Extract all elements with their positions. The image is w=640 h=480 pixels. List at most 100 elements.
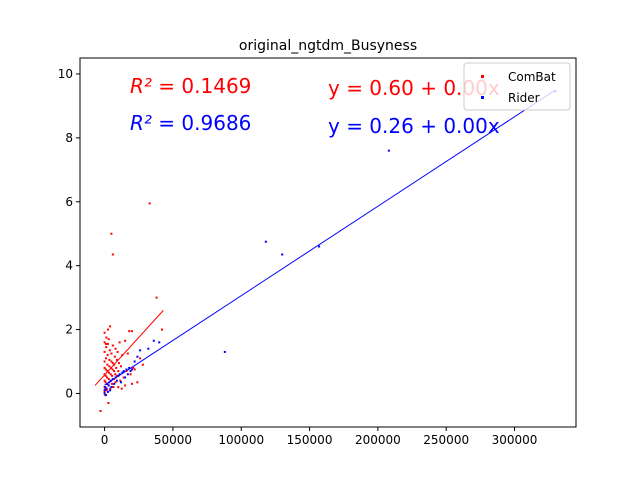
data-point-combat <box>121 354 124 357</box>
data-point-combat <box>115 366 118 369</box>
data-point-combat <box>106 370 109 373</box>
data-point-combat <box>132 366 135 369</box>
data-point-combat <box>108 349 111 352</box>
data-point-combat <box>117 362 120 365</box>
data-point-combat <box>115 374 118 377</box>
data-point-combat <box>107 378 110 381</box>
data-point-combat <box>130 382 133 385</box>
data-point-rider <box>114 376 117 379</box>
data-point-combat <box>111 368 114 371</box>
data-point-combat <box>113 355 116 358</box>
data-point-combat <box>108 365 111 368</box>
data-point-combat <box>107 402 110 405</box>
data-point-rider <box>109 379 112 382</box>
x-tick-label: 200000 <box>355 433 401 447</box>
data-point-rider <box>130 368 133 371</box>
data-point-combat <box>160 328 163 331</box>
fit-line-rider <box>104 89 556 386</box>
data-point-combat <box>112 386 115 389</box>
data-point-combat <box>107 328 110 331</box>
x-tick-label: 0 <box>101 433 109 447</box>
data-point-combat <box>104 381 107 384</box>
data-point-rider <box>128 366 131 369</box>
data-point-combat <box>155 296 158 299</box>
data-point-rider <box>152 339 155 342</box>
data-point-combat <box>105 336 108 339</box>
y-tick-label: 2 <box>65 323 73 337</box>
legend-marker-rider <box>481 96 484 99</box>
data-point-rider <box>158 341 161 344</box>
data-point-combat <box>111 374 114 377</box>
data-point-rider <box>108 381 111 384</box>
data-point-combat <box>103 390 106 393</box>
data-point-combat <box>112 378 115 381</box>
data-point-combat <box>103 366 106 369</box>
data-point-combat <box>106 354 109 357</box>
data-point-combat <box>103 350 106 353</box>
data-point-rider <box>104 394 107 397</box>
axis-ticks: 0 50000 100000 150000 200000 250000 300000 0 2 4 6… <box>58 67 538 447</box>
data-point-combat <box>141 363 144 366</box>
data-point-combat <box>108 358 111 361</box>
data-point-rider <box>318 245 321 248</box>
data-point-rider <box>264 240 267 243</box>
data-point-combat <box>114 381 117 384</box>
data-point-rider <box>106 382 109 385</box>
data-point-combat <box>104 374 107 377</box>
legend-label-combat: ComBat <box>508 70 556 84</box>
y-tick-label: 10 <box>58 67 73 81</box>
data-point-combat <box>110 352 113 355</box>
data-point-combat <box>113 370 116 373</box>
data-point-rider <box>107 384 110 387</box>
data-point-combat <box>106 363 109 366</box>
data-point-combat <box>111 382 114 385</box>
y-tick-label: 8 <box>65 131 73 145</box>
data-point-rider <box>122 370 125 373</box>
data-point-combat <box>104 368 107 371</box>
data-point-rider <box>117 374 120 377</box>
y-tick-label: 6 <box>65 195 73 209</box>
data-point-rider <box>129 370 132 373</box>
data-point-rider <box>105 387 108 390</box>
legend: ComBat Rider <box>463 62 571 111</box>
data-point-rider <box>107 390 110 393</box>
data-point-combat <box>130 330 133 333</box>
data-point-combat <box>106 376 109 379</box>
data-point-rider <box>126 373 129 376</box>
data-point-combat <box>110 366 113 369</box>
x-tick-label: 50000 <box>154 433 192 447</box>
data-point-combat <box>139 357 142 360</box>
data-point-rider <box>115 379 118 382</box>
data-point-combat <box>133 368 136 371</box>
data-point-rider <box>124 376 127 379</box>
x-tick-label: 300000 <box>492 433 538 447</box>
data-point-rider <box>119 381 122 384</box>
data-point-rider <box>223 350 226 353</box>
r2-label-combat: R² = 0.1469 <box>130 74 251 98</box>
data-point-rider <box>125 368 128 371</box>
data-point-rider <box>147 347 150 350</box>
data-point-rider <box>121 371 124 374</box>
data-point-rider <box>103 389 106 392</box>
data-point-combat <box>114 373 117 376</box>
data-point-rider <box>118 373 121 376</box>
chart-title: original_ngtdm_Busyness <box>239 38 417 54</box>
y-tick-label: 4 <box>65 259 73 273</box>
data-point-combat <box>109 325 112 328</box>
data-point-combat <box>122 376 125 379</box>
data-points <box>99 90 557 413</box>
data-point-combat <box>114 347 117 350</box>
data-point-combat <box>120 387 123 390</box>
data-point-rider <box>103 392 106 395</box>
data-point-rider <box>387 149 390 152</box>
legend-label-rider: Rider <box>508 91 540 105</box>
data-point-combat <box>148 202 151 205</box>
data-point-combat <box>126 352 129 355</box>
fit-lines <box>94 89 556 386</box>
data-point-rider <box>104 386 107 389</box>
data-point-combat <box>111 362 114 365</box>
data-point-combat <box>107 371 110 374</box>
data-point-combat <box>136 381 139 384</box>
data-point-combat <box>117 386 120 389</box>
